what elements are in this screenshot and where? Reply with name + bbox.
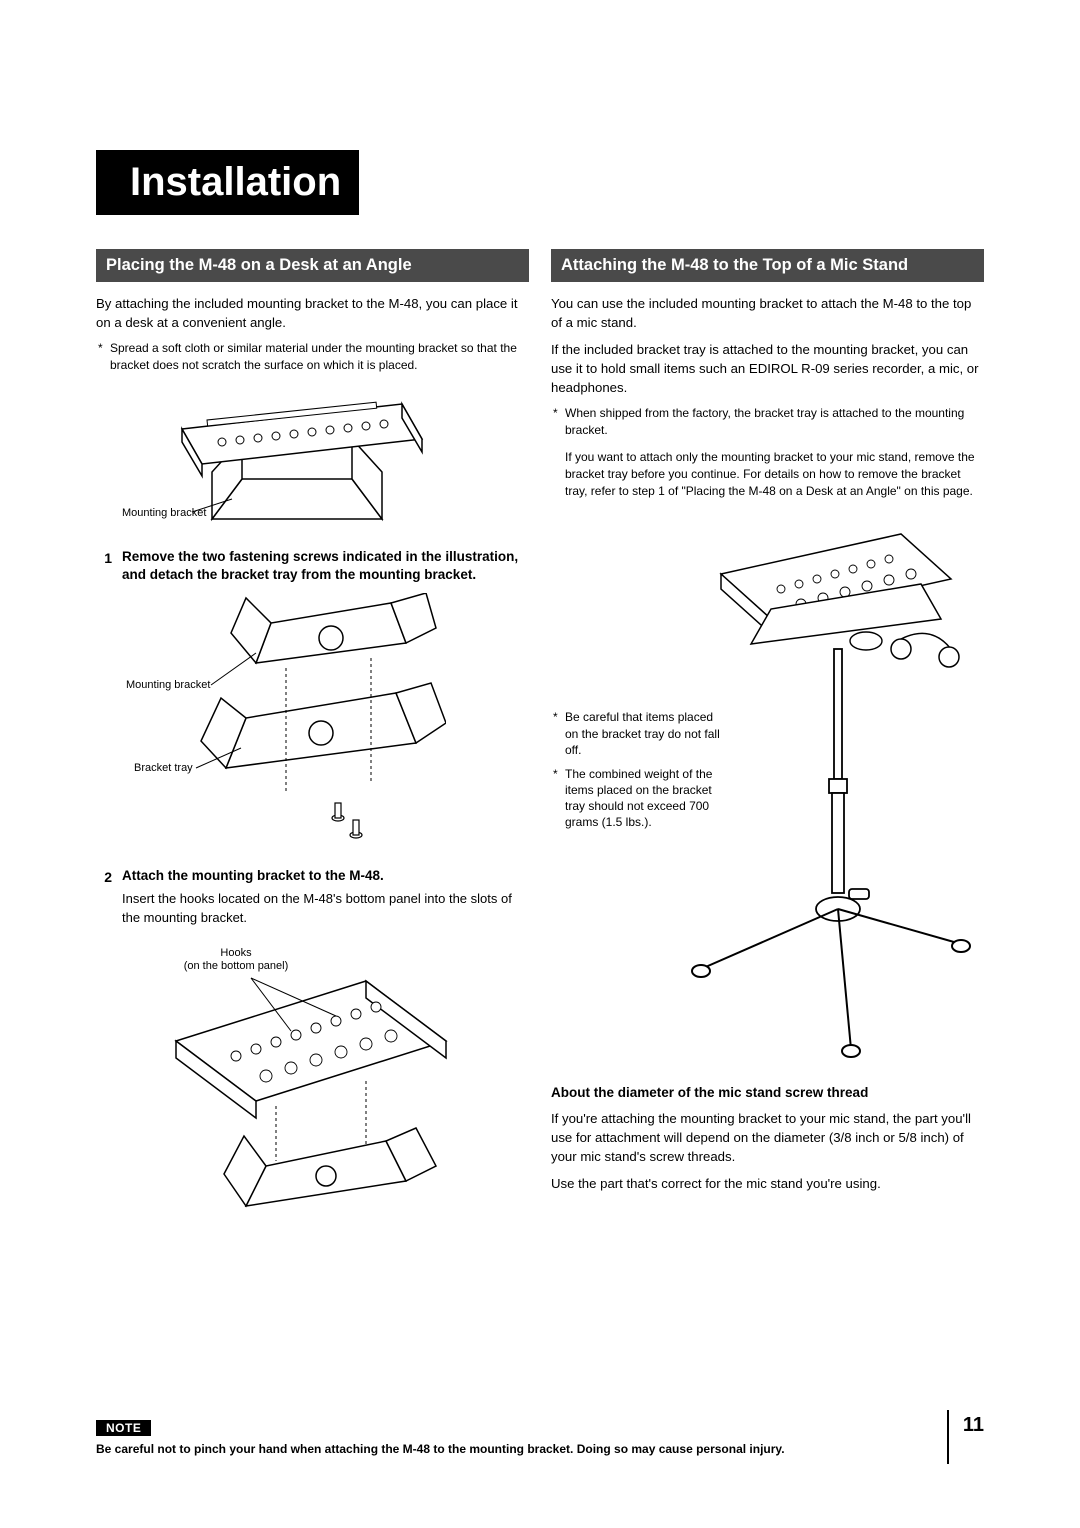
chapter-title: Installation	[96, 150, 359, 215]
step-number: 2	[96, 867, 112, 928]
figure-bracket-separation: Mounting bracket Bracket tray	[96, 593, 529, 853]
footnote-item: When shipped from the factory, the brack…	[565, 405, 984, 439]
figure-label: (on the bottom panel)	[184, 960, 289, 972]
step-1: 1 Remove the two fastening screws indica…	[96, 548, 529, 586]
paragraph: If the included bracket tray is attached…	[551, 340, 984, 397]
step-text: Insert the hooks located on the M-48's b…	[122, 890, 529, 928]
step-title: Attach the mounting bracket to the M-48.	[122, 867, 529, 886]
note-tag: NOTE	[96, 1420, 151, 1436]
left-column: Placing the M-48 on a Desk at an Angle B…	[96, 249, 529, 1250]
sub-heading: About the diameter of the mic stand scre…	[551, 1083, 984, 1103]
footnote-list: When shipped from the factory, the brack…	[551, 405, 984, 439]
figure-label: Mounting bracket	[126, 679, 210, 691]
figure-label: Mounting bracket	[122, 507, 206, 519]
footnote-list: Spread a soft cloth or similar material …	[96, 340, 529, 374]
step-2: 2 Attach the mounting bracket to the M-4…	[96, 867, 529, 928]
section-heading-left: Placing the M-48 on a Desk at an Angle	[96, 249, 529, 282]
paragraph: If you're attaching the mounting bracket…	[551, 1109, 984, 1166]
step-number: 1	[96, 548, 112, 586]
page-footer: NOTE Be careful not to pinch your hand w…	[96, 1419, 984, 1458]
two-column-layout: Placing the M-48 on a Desk at an Angle B…	[96, 249, 984, 1250]
figure-label: Hooks	[220, 947, 252, 959]
figure-label: Bracket tray	[134, 762, 193, 774]
footnote-item: Spread a soft cloth or similar material …	[110, 340, 529, 374]
page-number: 11	[947, 1410, 984, 1464]
note-text: Be careful not to pinch your hand when a…	[96, 1442, 785, 1456]
intro-paragraph: By attaching the included mounting brack…	[96, 294, 529, 332]
footnote-indent: If you want to attach only the mounting …	[551, 449, 984, 499]
right-column: Attaching the M-48 to the Top of a Mic S…	[551, 249, 984, 1250]
paragraph: Use the part that's correct for the mic …	[551, 1174, 984, 1193]
figure-attach-bracket: Hooks (on the bottom panel)	[96, 936, 529, 1236]
figure-mic-stand: Be careful that items placed on the brac…	[551, 509, 984, 1069]
step-title: Remove the two fastening screws indicate…	[122, 548, 529, 586]
figure-device-on-bracket: Mounting bracket	[96, 384, 529, 534]
paragraph: You can use the included mounting bracke…	[551, 294, 984, 332]
section-heading-right: Attaching the M-48 to the Top of a Mic S…	[551, 249, 984, 282]
